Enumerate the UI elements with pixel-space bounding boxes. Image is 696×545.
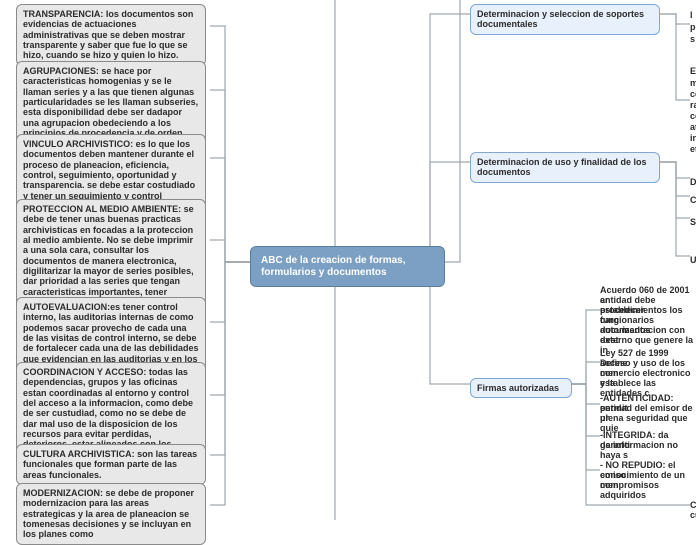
right-fragment: at: [690, 122, 696, 132]
right-fragment: de informacion no haya s: [600, 440, 696, 461]
right-fragment: D: [690, 177, 696, 187]
left-node: MODERNIZACION: se debe de proponer moder…: [16, 483, 206, 545]
right-fragment: co: [690, 111, 696, 121]
right-fragment: in: [690, 133, 696, 143]
left-node-title: PROTECCION AL MEDIO AMBIENTE:: [23, 204, 181, 214]
right-fragment: l: [690, 10, 693, 20]
branch-node: Determinacion y seleccion de soportes do…: [470, 4, 660, 35]
left-node-title: AUTOEVALUACION:: [23, 302, 110, 312]
left-node: TRANSPARENCIA: los documentos son eviden…: [16, 4, 206, 66]
mindmap-canvas: TRANSPARENCIA: los documentos son eviden…: [0, 0, 696, 520]
right-fragment: U: [690, 255, 696, 265]
right-fragment: ce: [690, 89, 696, 99]
left-node: CULTURA ARCHIVISTICA: son las tareas fun…: [16, 444, 206, 485]
right-fragment: ra: [690, 100, 696, 110]
left-node-title: AGRUPACIONES:: [23, 66, 99, 76]
branch-node: Firmas autorizadas: [470, 378, 572, 398]
right-fragment: p: [690, 22, 696, 32]
left-node-title: MODERNIZACION:: [23, 488, 103, 498]
left-node-title: CULTURA ARCHIVISTICA:: [23, 449, 135, 459]
right-fragment: cu: [690, 510, 696, 520]
right-fragment: C: [690, 195, 696, 205]
right-fragment: CE: [690, 500, 696, 510]
left-node-title: VINCULO ARCHIVISTICO:: [23, 139, 133, 149]
left-node-title: TRANSPARENCIA:: [23, 9, 103, 19]
right-fragment: s: [690, 34, 695, 44]
right-fragment: m: [690, 78, 696, 88]
right-fragment: et: [690, 144, 696, 154]
right-fragment: Es: [690, 66, 696, 76]
center-node: ABC de la creacion de formas, formulario…: [250, 246, 445, 287]
right-fragment: S: [690, 217, 696, 227]
branch-node: Determinacion de uso y finalidad de los …: [470, 152, 660, 183]
left-node-title: COORDINACION Y ACCESO:: [23, 367, 146, 377]
right-fragment: compromisos adquiridos: [600, 480, 696, 501]
